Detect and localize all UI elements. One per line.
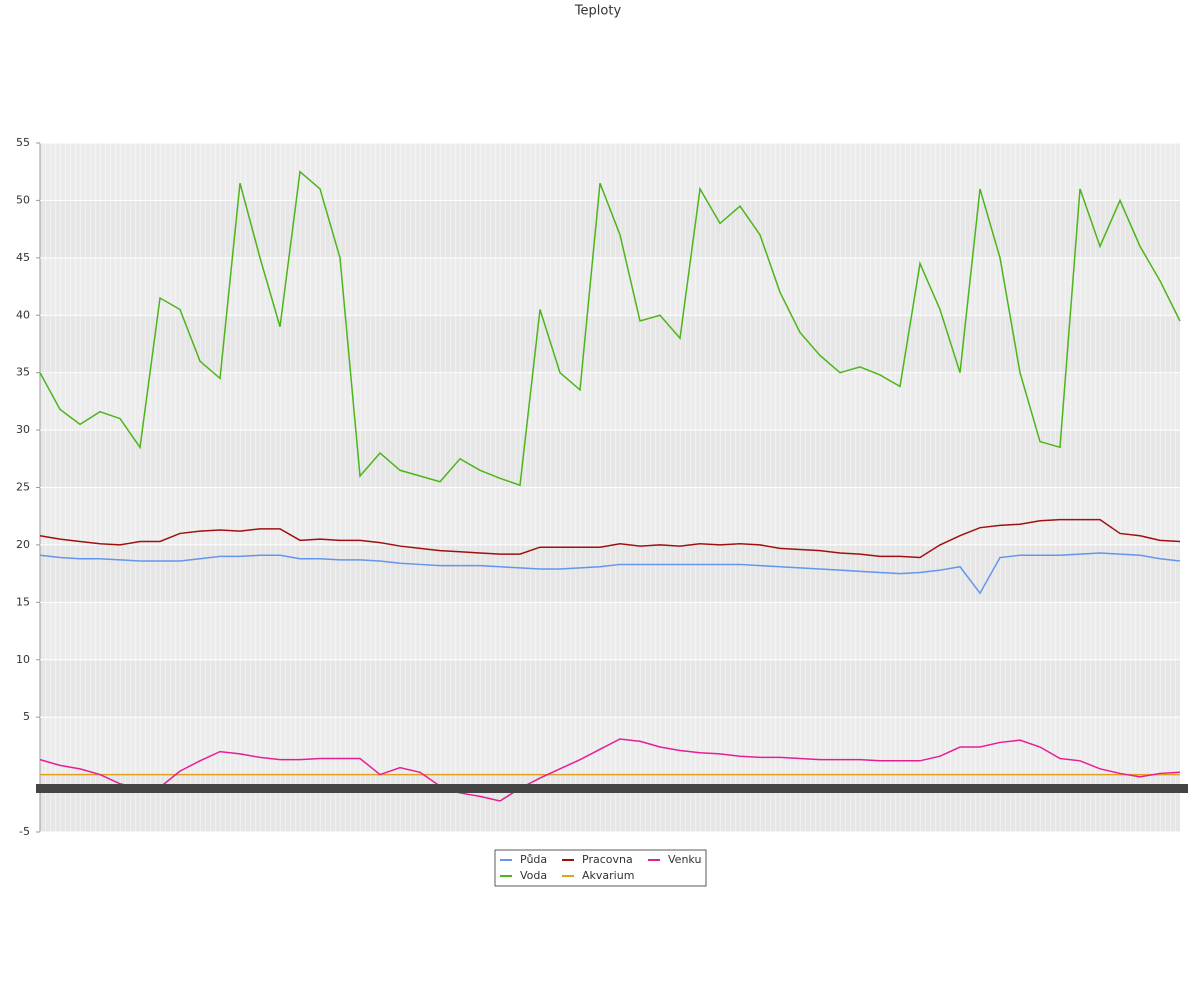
y-tick-label: 30 bbox=[16, 423, 30, 436]
legend bbox=[494, 849, 707, 887]
legend-label: Pracovna bbox=[582, 853, 633, 866]
y-tick-label: 5 bbox=[23, 710, 30, 723]
y-tick-label: 55 bbox=[16, 136, 30, 149]
plot-area bbox=[36, 142, 1181, 833]
y-tick-label: 45 bbox=[16, 251, 30, 264]
series-line bbox=[39, 170, 1181, 487]
y-tick-label: -5 bbox=[19, 825, 30, 838]
y-tick-label: 25 bbox=[16, 481, 30, 494]
series-line bbox=[39, 738, 1181, 802]
y-tick-label: 35 bbox=[16, 366, 30, 379]
series-line bbox=[39, 518, 1181, 559]
x-label-band bbox=[36, 784, 1188, 793]
y-tick-label: 15 bbox=[16, 595, 30, 608]
legend-label: Akvarium bbox=[582, 869, 634, 882]
y-tick-label: 40 bbox=[16, 308, 30, 321]
legend-label: Venku bbox=[668, 853, 701, 866]
chart-title: Teploty bbox=[574, 4, 622, 19]
legend-label: Půda bbox=[520, 853, 547, 866]
y-tick-label: 10 bbox=[16, 653, 30, 666]
y-tick-label: 50 bbox=[16, 193, 30, 206]
y-tick-label: 20 bbox=[16, 538, 30, 551]
legend-label: Voda bbox=[520, 869, 547, 882]
series-line bbox=[39, 552, 1181, 595]
